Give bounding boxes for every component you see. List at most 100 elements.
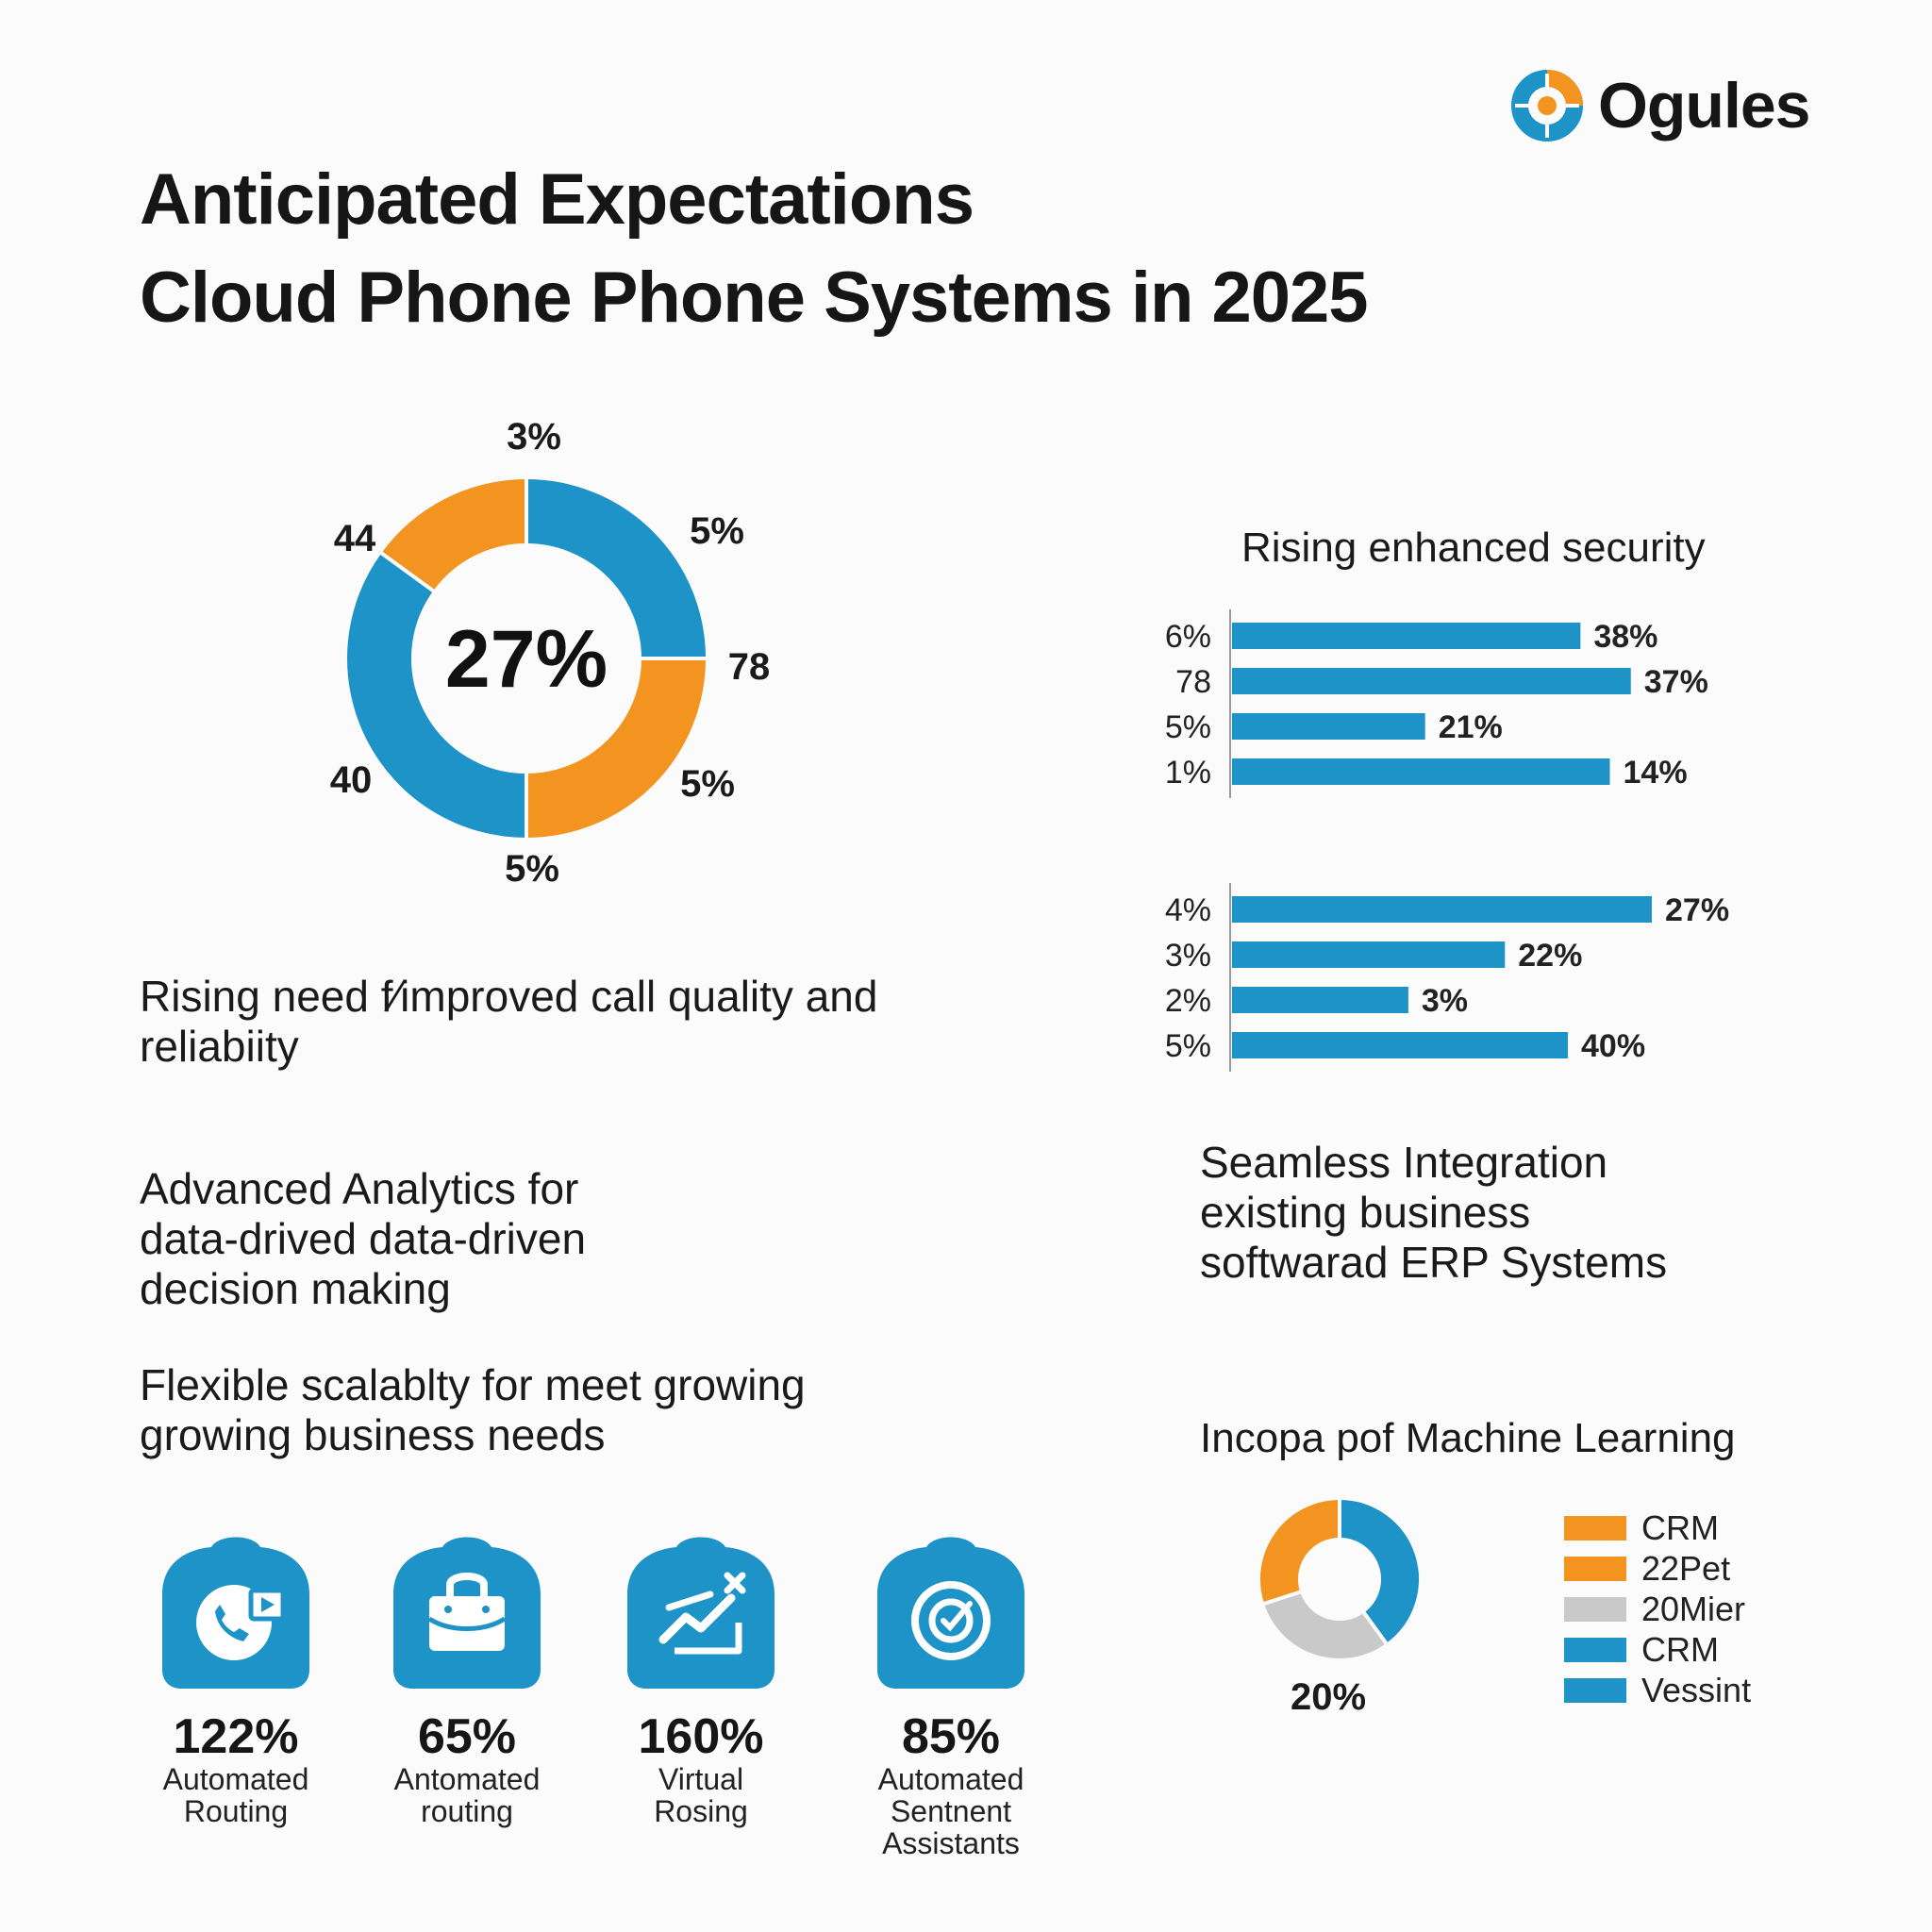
stat-label: Automated bbox=[877, 1762, 1024, 1796]
donut-slice bbox=[381, 479, 527, 592]
stat-automated-routing: 122% Automated Routing bbox=[118, 1528, 354, 1827]
legend-label: 22Pet bbox=[1641, 1548, 1731, 1588]
bar-value-label: 37% bbox=[1644, 664, 1708, 700]
trend-chart-icon bbox=[627, 1537, 774, 1689]
stat-value: 122% bbox=[173, 1709, 299, 1764]
legend-label: 20Mier bbox=[1641, 1589, 1746, 1628]
stat-value: 65% bbox=[417, 1709, 517, 1764]
donut-slice bbox=[1339, 1500, 1419, 1643]
donut-slice bbox=[525, 479, 706, 659]
headline-scalability: Flexible scalablty for meet growing grow… bbox=[140, 1360, 806, 1460]
donut-slice-label: 44 bbox=[334, 518, 376, 559]
bar-chart-second: 4% 27% 3% 22% 2% 3% 5% 40% bbox=[1165, 883, 1729, 1072]
stat-label: Routing bbox=[183, 1794, 289, 1828]
donut-slice bbox=[525, 658, 706, 838]
bar-category-label: 5% bbox=[1165, 1028, 1211, 1064]
stat-label: Automated bbox=[162, 1762, 309, 1796]
bar-value-label: 27% bbox=[1665, 892, 1729, 928]
ml-chart-legend: CRM 22Pet 20Mier CRM Vessint bbox=[1564, 1507, 1751, 1710]
legend-label: CRM bbox=[1641, 1629, 1719, 1669]
stat-label: Antomated bbox=[393, 1762, 541, 1796]
bar bbox=[1232, 758, 1610, 785]
headline-line: Seamless Integration bbox=[1200, 1138, 1608, 1187]
bar-category-label: 5% bbox=[1165, 709, 1211, 745]
headline-analytics: Advanced Analytics for data-drived data-… bbox=[140, 1164, 586, 1314]
stat-automated-assistants: 85% Automated Sentnent Assistants bbox=[819, 1528, 1083, 1859]
bar bbox=[1232, 668, 1631, 694]
headline-line: decision making bbox=[140, 1264, 451, 1313]
bar-value-label: 14% bbox=[1624, 755, 1688, 791]
donut-slice-divider bbox=[378, 550, 437, 594]
bar bbox=[1232, 987, 1408, 1013]
bar bbox=[1232, 713, 1425, 740]
bar-value-label: 3% bbox=[1422, 983, 1468, 1019]
donut-slice bbox=[347, 553, 527, 838]
donut-center-value: 27% bbox=[445, 614, 608, 705]
donut-slice-label: 5% bbox=[690, 510, 744, 552]
stat-antomated-routing: 65% Antomated routing bbox=[349, 1528, 585, 1827]
phone-call-icon bbox=[162, 1537, 309, 1689]
legend-label: CRM bbox=[1641, 1507, 1719, 1547]
legend-item: CRM bbox=[1564, 1629, 1751, 1670]
brand: Ogules bbox=[1509, 68, 1810, 143]
stat-label: Sentnent Assistants bbox=[882, 1794, 1020, 1860]
stat-label: Rosing bbox=[654, 1794, 748, 1828]
legend-item: CRM bbox=[1564, 1507, 1751, 1548]
bar-chart-security: 6% 38% 78 37% 5% 21% 1% 14% bbox=[1165, 609, 1708, 798]
donut-slice bbox=[1260, 1500, 1341, 1604]
donut-chart-expectations: 27% 3% 5% 78 5% 5% 40 44 bbox=[330, 416, 771, 890]
donut-slice-label: 3% bbox=[507, 416, 561, 458]
legend-swatch bbox=[1564, 1556, 1626, 1581]
ml-chart-title: Incopa pof Machine Learning bbox=[1200, 1415, 1736, 1461]
legend-swatch bbox=[1564, 1596, 1626, 1622]
donut-chart-machine-learning: 20% bbox=[1260, 1500, 1419, 1718]
donut-slice bbox=[1264, 1591, 1387, 1658]
bar-category-label: 78 bbox=[1175, 664, 1211, 700]
legend-swatch bbox=[1564, 1637, 1626, 1662]
briefcase-icon bbox=[393, 1537, 541, 1689]
headline-line: existing business bbox=[1200, 1188, 1531, 1237]
donut-slice-label: 40 bbox=[330, 759, 373, 801]
bar bbox=[1232, 941, 1506, 968]
stat-virtual-rosing: 160% Virtual Rosing bbox=[583, 1528, 819, 1827]
headline-line: Advanced Analytics for bbox=[140, 1164, 579, 1213]
ml-donut-label: 20% bbox=[1291, 1676, 1366, 1718]
bar-category-label: 6% bbox=[1165, 619, 1211, 655]
bar-value-label: 21% bbox=[1439, 709, 1503, 745]
bar bbox=[1232, 1032, 1568, 1058]
donut-slice-divider bbox=[1261, 1590, 1303, 1607]
bar bbox=[1232, 623, 1581, 649]
page-title-line-2: Cloud Phone Phone Systems in 2025 bbox=[140, 258, 1369, 338]
headline-line: growing business needs bbox=[140, 1410, 606, 1459]
bar-chart-title: Rising enhanced security bbox=[1241, 525, 1706, 571]
bar bbox=[1232, 896, 1652, 923]
ogules-logo-icon bbox=[1511, 70, 1583, 142]
legend-item: Vessint bbox=[1564, 1670, 1751, 1710]
headline-call-quality: Rising need f⁄improved call quality and … bbox=[140, 972, 877, 1072]
bar-category-label: 3% bbox=[1165, 938, 1211, 974]
bar-category-label: 4% bbox=[1165, 892, 1211, 928]
legend-item: 22Pet bbox=[1564, 1548, 1751, 1589]
bar-category-label: 2% bbox=[1165, 983, 1211, 1019]
legend-swatch bbox=[1564, 1515, 1626, 1541]
headline-line: Flexible scalablty for meet growing bbox=[140, 1360, 806, 1409]
legend-swatch bbox=[1564, 1677, 1626, 1703]
donut-slice-label: 78 bbox=[728, 646, 771, 688]
page-title-line-1: Anticipated Expectations bbox=[140, 159, 974, 240]
donut-slice-label: 5% bbox=[680, 763, 735, 805]
target-icon bbox=[877, 1537, 1024, 1689]
bar-category-label: 1% bbox=[1165, 755, 1211, 791]
headline-line: Rising need f⁄improved call quality and bbox=[140, 972, 878, 1021]
headline-line: data-drived data-driven bbox=[140, 1214, 587, 1263]
brand-name: Ogules bbox=[1598, 70, 1810, 142]
legend-item: 20Mier bbox=[1564, 1589, 1751, 1629]
stat-value: 160% bbox=[638, 1709, 764, 1764]
headline-integration: Seamless Integration existing business s… bbox=[1200, 1138, 1667, 1288]
stat-value: 85% bbox=[901, 1709, 1001, 1764]
stat-label: routing bbox=[421, 1794, 513, 1828]
donut-slice-label: 5% bbox=[505, 848, 559, 890]
headline-line: reliabiity bbox=[140, 1022, 299, 1071]
bar-value-label: 22% bbox=[1518, 938, 1582, 974]
bar-value-label: 38% bbox=[1593, 619, 1657, 655]
bar-value-label: 40% bbox=[1581, 1028, 1645, 1064]
